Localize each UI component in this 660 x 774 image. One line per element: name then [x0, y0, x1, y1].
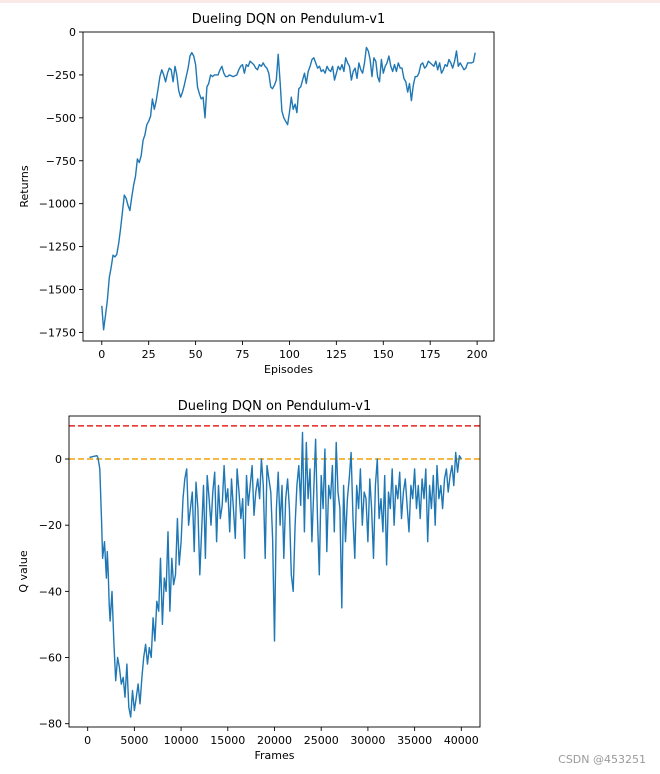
x-tick-label: 25 — [142, 348, 156, 361]
y-tick-label: −1250 — [39, 241, 76, 254]
y-tick-label: −250 — [46, 69, 76, 82]
x-axis-label: Frames — [254, 749, 294, 762]
x-tick-label: 35000 — [397, 734, 432, 747]
y-tick-label: −750 — [46, 155, 76, 168]
x-tick-label: 200 — [467, 348, 488, 361]
y-tick-label: 0 — [69, 26, 76, 39]
x-tick-label: 20000 — [257, 734, 292, 747]
y-tick-label: −1000 — [39, 198, 76, 211]
plot-frame — [68, 415, 481, 728]
y-tick-label: −80 — [39, 718, 62, 731]
series-line-0 — [101, 46, 476, 331]
x-tick-label: 0 — [84, 734, 91, 747]
x-tick-label: 125 — [326, 348, 347, 361]
q-value-chart: 0 5000 10000 15000 20000 25000 30000 35000 40000… — [17, 399, 481, 762]
x-tick-label: 5000 — [120, 734, 148, 747]
chart-title: Dueling DQN on Pendulum-v1 — [192, 12, 385, 27]
y-tick-label: 0 — [55, 453, 62, 466]
x-tick-label: 75 — [236, 348, 250, 361]
y-tick-label: −500 — [46, 112, 76, 125]
x-tick-label: 40000 — [444, 734, 479, 747]
y-tick-label: −1500 — [39, 284, 76, 297]
y-axis-label: Returns — [18, 165, 31, 208]
y-tick-label: −40 — [39, 585, 62, 598]
returns-chart: 0 25 50 75 100 125 150 175 200 0 −250 −500 −750 −1000… — [18, 12, 495, 376]
watermark: CSDN @453251 — [558, 753, 646, 766]
y-tick-label: −20 — [39, 519, 62, 532]
x-tick-label: 100 — [279, 348, 300, 361]
x-tick-label: 10000 — [164, 734, 199, 747]
y-tick-label: −1750 — [39, 326, 76, 339]
y-tick-label: −60 — [39, 652, 62, 665]
top-border — [0, 0, 660, 3]
x-axis-label: Episodes — [264, 363, 313, 376]
plot-frame — [82, 31, 495, 342]
x-tick-label: 25000 — [304, 734, 339, 747]
x-tick-label: 15000 — [210, 734, 245, 747]
x-tick-label: 30000 — [350, 734, 385, 747]
x-tick-label: 0 — [98, 348, 105, 361]
x-tick-label: 175 — [420, 348, 441, 361]
chart-title: Dueling DQN on Pendulum-v1 — [178, 399, 371, 414]
x-tick-label: 150 — [373, 348, 394, 361]
x-tick-label: 50 — [189, 348, 203, 361]
series-line-0 — [89, 431, 462, 718]
y-axis-label: Q value — [17, 550, 30, 592]
